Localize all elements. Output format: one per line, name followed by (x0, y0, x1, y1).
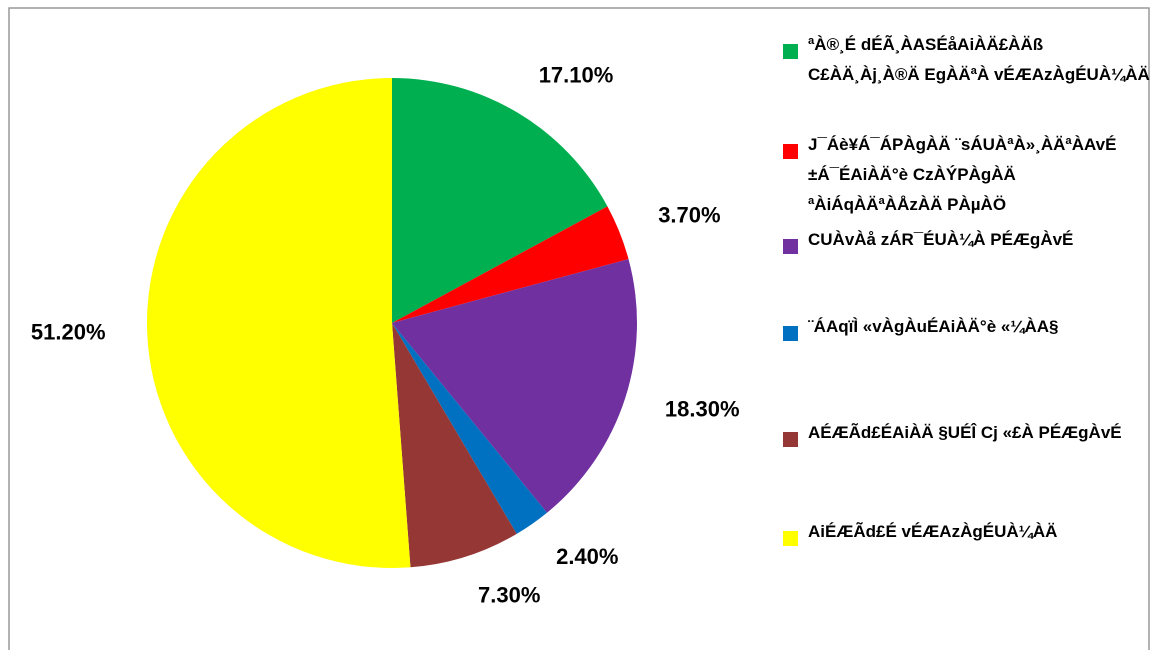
legend-entry: AÉÆÃd£ÉAiÀÄ §UÉÎ Cj «£À PÉÆgÀvÉ (783, 418, 1122, 448)
pie-slice (392, 206, 629, 323)
pie-slice (392, 259, 637, 513)
chart-border (8, 7, 1150, 650)
legend-swatch (783, 432, 798, 447)
pie-slice (392, 78, 608, 323)
legend-label: J¯Áè¥Á¯ÁPÀgÀÄ ¨sÁUÀªÀ»¸ÀÄªÀAvÉ ±Á¯ÉAiÀÄ°… (808, 135, 1117, 214)
data-label: 51.20% (31, 320, 106, 345)
legend-swatch (783, 531, 798, 546)
legend-entry: ªÀ®¸É dÉÃ¸ÀASÉåAiÀÄ£ÀÄß C£ÀÄ¸Àj¸À®Ä EgÀÄ… (783, 30, 1150, 90)
data-label: 18.30% (665, 397, 740, 422)
pie-slice (392, 323, 517, 568)
legend-label: CUÀvÀå zÁR¯ÉUÀ¼À PÉÆgÀvÉ (808, 230, 1074, 249)
legend-swatch (783, 44, 798, 59)
pie-slice (392, 323, 547, 534)
data-label: 17.10% (539, 63, 614, 88)
legend-label: ªÀ®¸É dÉÃ¸ÀASÉåAiÀÄ£ÀÄß C£ÀÄ¸Àj¸À®Ä EgÀÄ… (808, 35, 1150, 84)
legend-swatch (783, 326, 798, 341)
pie-slice (147, 77, 411, 568)
legend-entry: ¨ÁAqïÌ «vÀgÀuÉAiÀÄ°è «¼ÀA§ (783, 312, 1059, 342)
data-label: 3.70% (658, 202, 720, 227)
data-label: 7.30% (478, 582, 540, 607)
legend-swatch (783, 144, 798, 159)
legend-label: ¨ÁAqïÌ «vÀgÀuÉAiÀÄ°è «¼ÀA§ (808, 317, 1059, 336)
legend-entry: J¯Áè¥Á¯ÁPÀgÀÄ ¨sÁUÀªÀ»¸ÀÄªÀAvÉ ±Á¯ÉAiÀÄ°… (783, 130, 1116, 220)
legend-label: AÉÆÃd£ÉAiÀÄ §UÉÎ Cj «£À PÉÆgÀvÉ (808, 423, 1122, 442)
legend-label: AiÉÆÃd£É vÉÆAzÀgÉUÀ¼ÀÄ (808, 522, 1058, 541)
legend-entry: CUÀvÀå zÁR¯ÉUÀ¼À PÉÆgÀvÉ (783, 225, 1073, 255)
legend-entry: AiÉÆÃd£É vÉÆAzÀgÉUÀ¼ÀÄ (783, 517, 1057, 547)
data-label: 2.40% (556, 544, 618, 569)
legend-swatch (783, 239, 798, 254)
